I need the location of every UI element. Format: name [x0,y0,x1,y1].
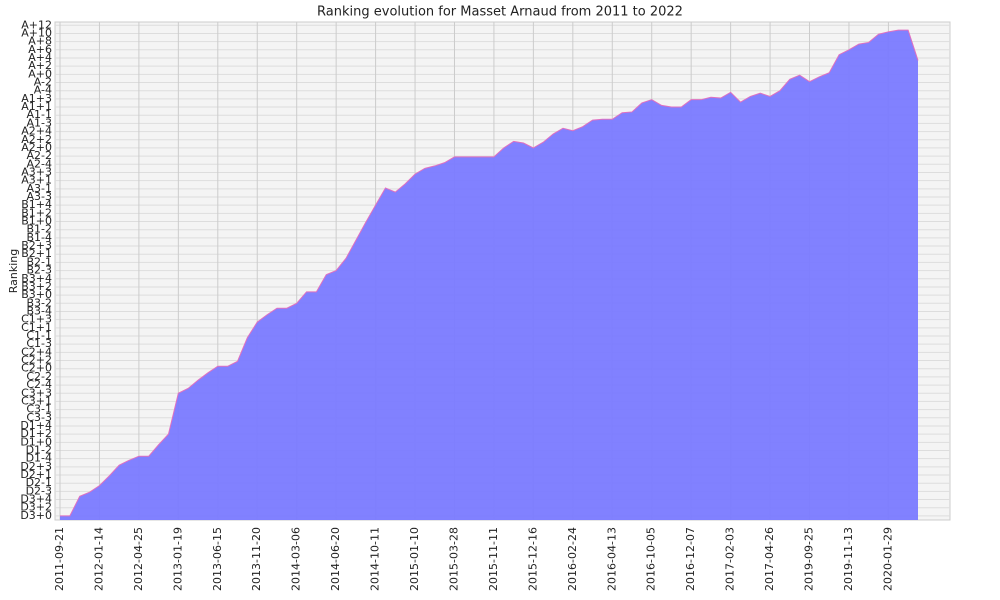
x-tick-label: 2016-12-07 [684,527,697,591]
y-axis-label: Ranking [7,249,20,294]
x-tick-label: 2017-04-26 [763,527,776,591]
x-tick-label: 2011-09-21 [53,527,66,591]
y-tick-label: A3+1 [21,174,52,187]
y-tick-label: D2-1 [26,476,52,489]
x-tick-label: 2012-04-25 [132,527,145,591]
y-tick-label: A2+0 [21,141,52,154]
x-tick-label: 2017-02-03 [724,527,737,591]
y-tick-label: A-2 [34,76,52,89]
y-tick-label: D2+3 [20,460,52,473]
x-tick-label: 2015-03-28 [447,527,460,591]
y-tick-label: C2-4 [26,378,52,391]
y-tick-label: A3-1 [27,182,53,195]
x-tick-label: 2014-10-11 [369,527,382,591]
x-tick-label: 2015-01-10 [408,527,421,591]
y-tick-label: B2-1 [26,255,52,268]
y-tick-label: A2-2 [27,149,53,162]
y-tick-label: B3+4 [21,272,52,285]
x-tick-label: 2012-01-14 [92,527,105,591]
y-tick-label: A-4 [34,84,52,97]
x-tick-label: 2013-01-19 [171,527,184,591]
y-tick-label: D3+0 [20,509,52,522]
y-tick-label: D2-3 [26,484,52,497]
x-tick-label: 2016-10-05 [645,527,658,591]
y-tick-label: B2+3 [21,239,52,252]
y-tick-label: D2+1 [20,468,52,481]
y-tick-label: A3+3 [21,165,52,178]
y-tick-label: B1+2 [21,206,52,219]
x-tick-label: 2020-01-29 [881,527,894,591]
y-tick-label: B1+0 [21,215,52,228]
y-tick-label: A2+2 [21,133,52,146]
y-tick-label: C3-3 [26,411,52,424]
x-tick-label: 2015-11-11 [487,527,500,591]
y-tick-label: C3-1 [26,403,52,416]
y-tick-label: D1-2 [26,443,52,456]
y-tick-label: B3-4 [26,304,52,317]
y-tick-label: A+6 [28,43,52,56]
y-tick-label: A+0 [28,67,52,80]
y-tick-label: D1+4 [20,419,52,432]
y-tick-label: A+4 [28,51,52,64]
y-tick-label: D3+4 [20,493,52,506]
x-tick-label: 2014-06-20 [329,527,342,591]
y-tick-label: A2-4 [27,157,53,170]
y-tick-label: C1+1 [21,321,52,334]
y-tick-label: D3+2 [20,501,52,514]
y-tick-label: C3+3 [21,386,52,399]
y-tick-label: C2+0 [21,362,52,375]
y-tick-label: B3+2 [21,280,52,293]
y-tick-label: D1-4 [26,452,52,465]
x-tick-label: 2016-02-24 [566,527,579,591]
y-tick-label: A1+3 [21,92,52,105]
y-tick-label: C2-2 [26,370,52,383]
x-tick-label: 2013-11-20 [250,527,263,591]
y-tick-label: C1-3 [26,337,52,350]
x-tick-label: 2019-11-13 [842,527,855,591]
y-tick-label: A1+1 [21,100,52,113]
y-tick-label: B1-4 [26,231,52,244]
y-tick-label: A1-3 [27,116,53,129]
y-tick-label: B3+0 [21,288,52,301]
x-tick-label: 2019-09-25 [803,527,816,591]
chart-title: Ranking evolution for Masset Arnaud from… [317,5,683,20]
x-tick-label: 2015-12-16 [526,527,539,591]
y-tick-label: C3+1 [21,394,52,407]
y-tick-label: A+2 [28,59,52,72]
x-tick-label: 2016-04-13 [605,527,618,591]
y-tick-label: B1+4 [21,198,52,211]
y-tick-label: C2+2 [21,354,52,367]
y-tick-label: B3-2 [26,296,52,309]
y-tick-label: A+12 [21,18,52,31]
x-tick-label: 2014-03-06 [290,527,303,591]
y-tick-label: C1+3 [21,313,52,326]
y-tick-label: A2+4 [21,125,52,138]
y-tick-label: B1-2 [26,223,52,236]
x-tick-label: 2013-06-15 [211,527,224,591]
y-tick-label: A+10 [21,26,52,39]
y-tick-label: B2-3 [26,264,52,277]
y-tick-label: B2+1 [21,247,52,260]
y-tick-label: D1+0 [20,435,52,448]
y-tick-label: C1-1 [26,329,52,342]
y-tick-label: A3-3 [27,190,53,203]
y-tick-label: A1-1 [27,108,53,121]
area [60,30,918,521]
y-tick-label: D1+2 [20,427,52,440]
area-line [60,29,919,517]
y-tick-label: C2+4 [21,345,52,358]
y-tick-label: A+8 [28,35,52,48]
